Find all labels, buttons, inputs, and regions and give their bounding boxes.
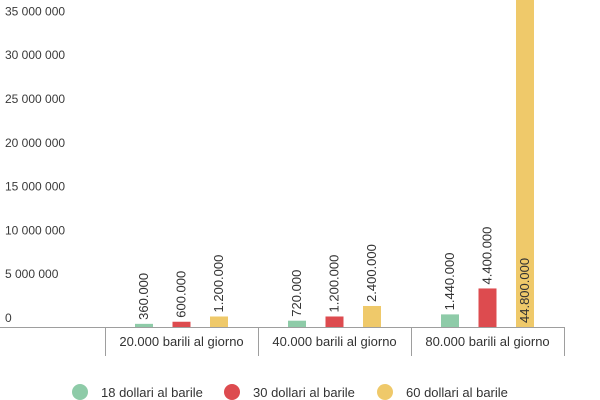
bar <box>478 288 497 327</box>
legend: 18 dollari al barile 30 dollari al barile… <box>72 384 508 400</box>
x-axis: 20.000 barili al giorno 40.000 barili al … <box>0 327 565 356</box>
legend-label: 18 dollari al barile <box>101 385 203 400</box>
data-label: 600.000 <box>174 271 189 318</box>
y-tick-label: 15 000 000 <box>5 180 65 194</box>
y-axis: 0 5 000 000 10 000 000 15 000 000 20 000 000… <box>5 4 65 325</box>
legend-label: 30 dollari al barile <box>253 385 355 400</box>
legend-item: 30 dollari al barile <box>224 384 355 400</box>
x-tick-label: 20.000 barili al giorno <box>119 334 243 349</box>
x-tick-label: 40.000 barili al giorno <box>272 334 396 349</box>
legend-item: 18 dollari al barile <box>72 384 203 400</box>
data-label: 720.000 <box>289 270 304 317</box>
bar <box>172 321 191 327</box>
legend-label: 60 dollari al barile <box>406 385 508 400</box>
data-label: 1.200.000 <box>211 255 226 313</box>
bar <box>135 323 153 327</box>
x-tick-label: 80.000 barili al giorno <box>425 334 549 349</box>
y-tick-label: 20 000 000 <box>5 136 65 150</box>
y-tick-label: 30 000 000 <box>5 48 65 62</box>
data-label: 360.000 <box>136 273 151 320</box>
bar <box>516 0 534 327</box>
legend-swatch <box>72 384 88 400</box>
y-tick-label: 10 000 000 <box>5 223 65 237</box>
data-label: 44.800.000 <box>517 258 532 323</box>
bar <box>325 316 344 327</box>
y-tick-label: 0 <box>5 311 12 325</box>
bar <box>363 305 381 327</box>
legend-item: 60 dollari al barile <box>377 384 508 400</box>
y-tick-label: 25 000 000 <box>5 92 65 106</box>
bar <box>210 316 228 327</box>
data-label: 1.440.000 <box>442 253 457 311</box>
data-label: 2.400.000 <box>364 244 379 302</box>
legend-swatch <box>377 384 393 400</box>
data-label: 4.400.000 <box>480 227 495 285</box>
data-labels: 360.000 600.000 1.200.000 720.000 1.200.000 2… <box>136 227 532 323</box>
data-label: 1.200.000 <box>327 255 342 313</box>
bar <box>441 314 459 327</box>
legend-swatch <box>224 384 240 400</box>
bars <box>135 0 534 327</box>
y-tick-label: 5 000 000 <box>5 267 59 281</box>
y-tick-label: 35 000 000 <box>5 4 65 18</box>
bar <box>288 320 306 327</box>
